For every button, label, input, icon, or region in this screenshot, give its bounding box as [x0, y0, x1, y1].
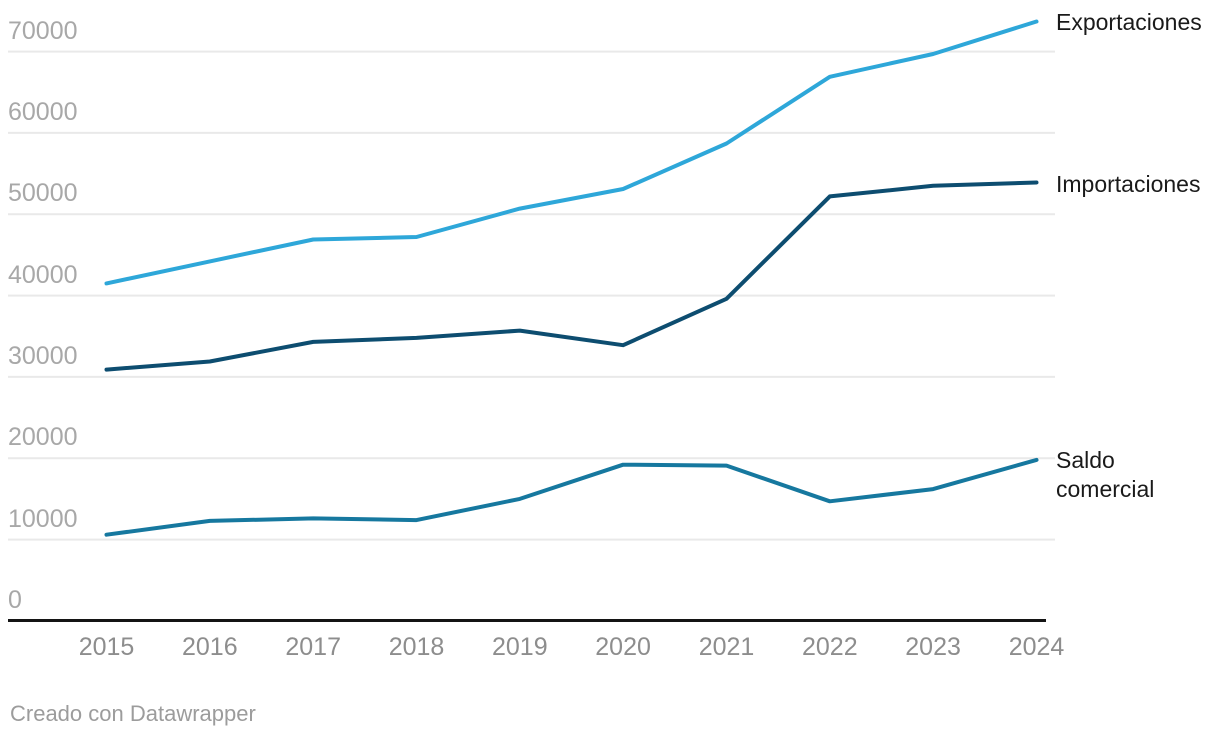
y-tick-label-60000: 60000: [8, 97, 78, 126]
series-lines-group: [104, 19, 1039, 537]
y-tick-label-40000: 40000: [8, 260, 78, 289]
x-tick-label-2023: 2023: [905, 633, 961, 661]
series-line-exportaciones: [104, 19, 1039, 286]
y-tick-label-10000: 10000: [8, 504, 78, 533]
series-line-importaciones: [104, 180, 1039, 372]
y-tick-label-50000: 50000: [8, 179, 78, 208]
series-label-saldo-comercial: Saldo comercial: [1056, 447, 1155, 502]
x-tick-label-2019: 2019: [491, 633, 548, 661]
x-tick-label-2016: 2016: [181, 633, 238, 661]
x-tick-label-2015: 2015: [78, 633, 135, 661]
footer-credit: Creado con Datawrapper: [10, 701, 256, 726]
series-label-importaciones: Importaciones: [1056, 171, 1201, 197]
y-tick-label-30000: 30000: [8, 341, 78, 370]
x-tick-label-2024: 2024: [1008, 633, 1065, 661]
gridlines-group: [8, 50, 1055, 541]
x-tick-label-2017: 2017: [285, 633, 341, 661]
x-tick-label-2021: 2021: [698, 633, 755, 661]
series-line-saldo-comercial: [104, 457, 1039, 537]
y-tick-label-20000: 20000: [8, 423, 78, 452]
x-tick-label-2018: 2018: [388, 633, 445, 661]
x-tick-label-2022: 2022: [801, 633, 858, 661]
y-tick-label-0: 0: [8, 585, 22, 614]
x-tick-label-2020: 2020: [595, 633, 651, 661]
series-label-exportaciones: Exportaciones: [1056, 9, 1202, 35]
y-tick-label-70000: 70000: [8, 16, 78, 45]
